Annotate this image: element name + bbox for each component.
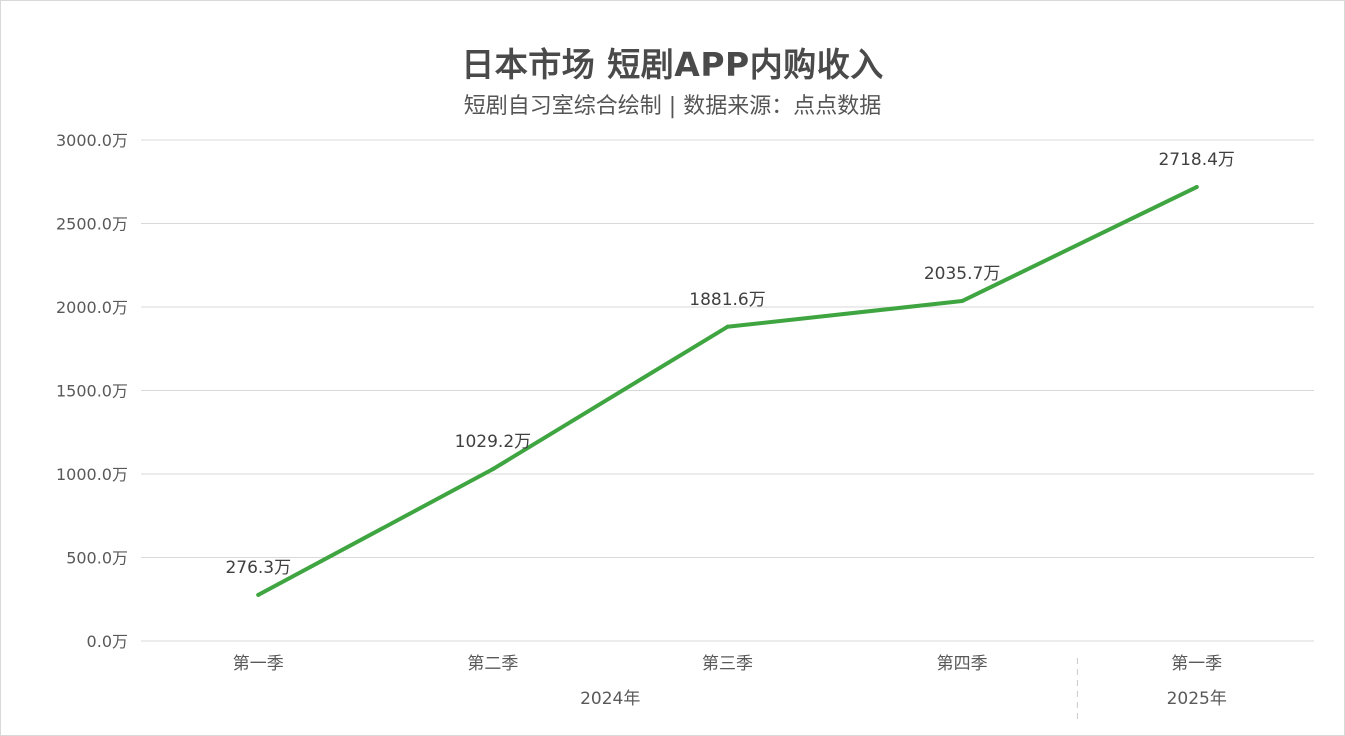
series-lines: [256, 185, 1199, 597]
x-tick-label: 第二季: [467, 654, 518, 674]
chart-subtitle: 短剧自习室综合绘制 | 数据来源：点点数据: [463, 94, 882, 119]
data-point: [490, 467, 495, 472]
y-tick-label: 1500.0万: [56, 382, 128, 401]
x-tick-label: 第四季: [937, 654, 988, 674]
data-labels: 276.3万 1029.2万 1881.6万 2035.7万 2718.4万: [225, 150, 1234, 578]
data-label: 2718.4万: [1158, 150, 1234, 170]
y-tick-label: 2500.0万: [56, 215, 128, 234]
x-group-label: 2025年: [1167, 689, 1227, 709]
y-tick-label: 1000.0万: [56, 465, 128, 484]
data-point: [960, 299, 965, 304]
y-tick-label: 2000.0万: [56, 298, 128, 317]
data-point: [1194, 185, 1199, 190]
chart-title: 日本市场 短剧APP内购收入: [461, 45, 884, 84]
y-tick-label: 3000.0万: [56, 131, 128, 150]
data-label: 1881.6万: [689, 290, 765, 310]
y-tick-label: 500.0万: [66, 549, 128, 568]
x-tick-label: 第一季: [233, 654, 284, 674]
x-tick-label: 第三季: [702, 654, 753, 674]
x-group-label: 2024年: [580, 689, 640, 709]
data-point: [725, 324, 730, 329]
y-axis: 0.0万 500.0万 1000.0万 1500.0万 2000.0万 2500.0万 30…: [56, 131, 128, 651]
data-label: 1029.2万: [455, 432, 531, 452]
y-tick-label: 0.0万: [87, 632, 128, 651]
x-axis: 第一季 第二季 第三季 第四季 第一季 2024年 2025年: [233, 654, 1227, 724]
data-label: 2035.7万: [924, 264, 1000, 284]
data-point: [256, 592, 261, 597]
data-label: 276.3万: [225, 558, 291, 578]
x-tick-label: 第一季: [1171, 654, 1222, 674]
